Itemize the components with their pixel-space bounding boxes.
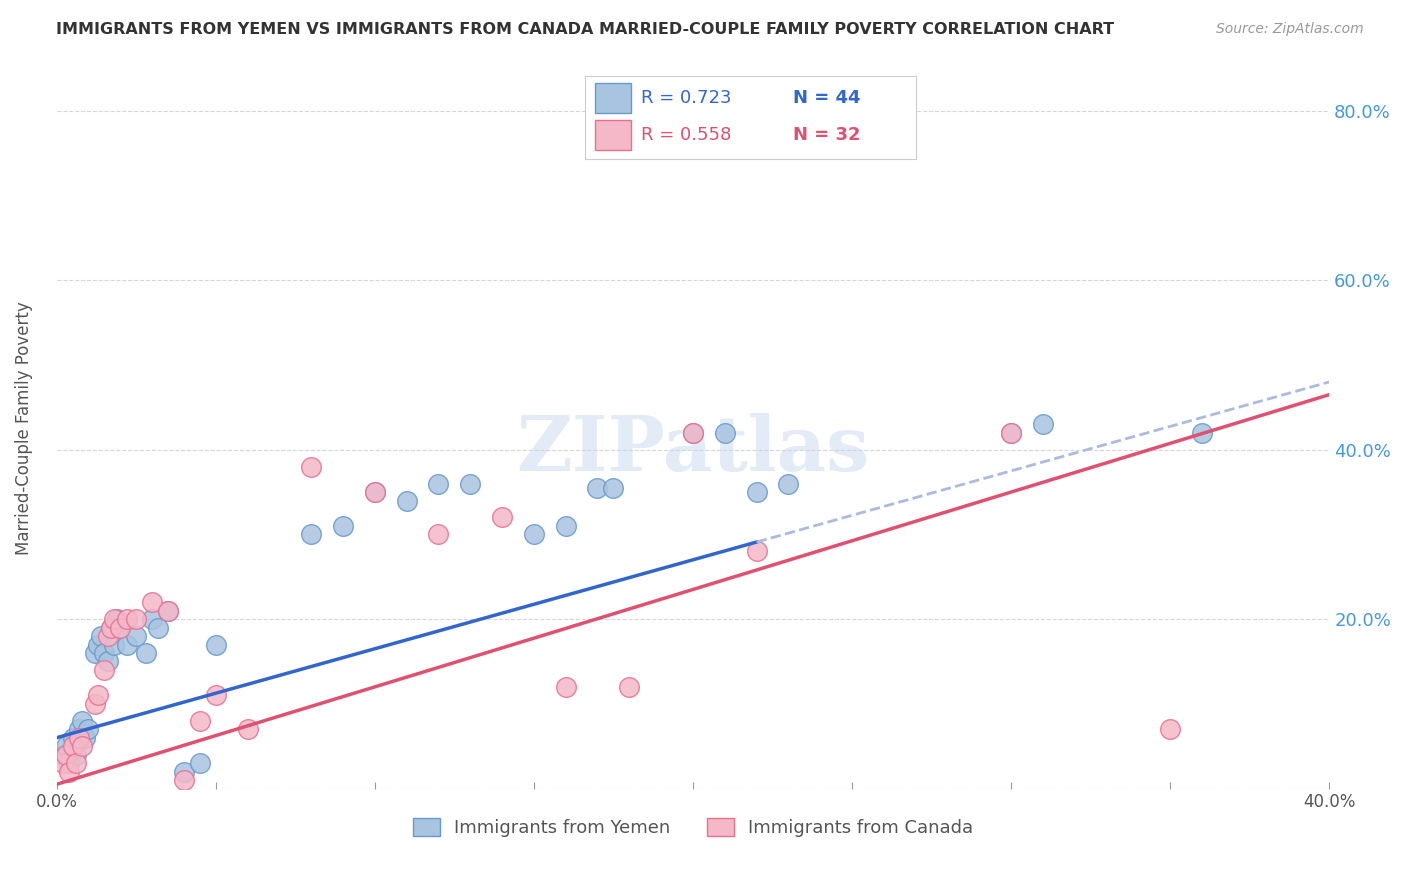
- Point: [299, 459, 322, 474]
- Point: [103, 612, 125, 626]
- Point: [1000, 425, 1022, 440]
- Point: [554, 519, 576, 533]
- Point: [1032, 417, 1054, 432]
- Point: [62, 731, 84, 745]
- Point: [156, 604, 179, 618]
- Point: [93, 663, 115, 677]
- Point: [778, 476, 800, 491]
- Point: [103, 638, 125, 652]
- Point: [491, 510, 513, 524]
- Point: [188, 756, 211, 771]
- Y-axis label: Married-Couple Family Poverty: Married-Couple Family Poverty: [15, 301, 32, 556]
- Point: [65, 747, 87, 762]
- Point: [332, 519, 354, 533]
- Point: [141, 612, 163, 626]
- Point: [156, 604, 179, 618]
- Point: [62, 739, 84, 754]
- Point: [745, 485, 768, 500]
- Point: [745, 544, 768, 558]
- Text: IMMIGRANTS FROM YEMEN VS IMMIGRANTS FROM CANADA MARRIED-COUPLE FAMILY POVERTY CO: IMMIGRANTS FROM YEMEN VS IMMIGRANTS FROM…: [56, 22, 1115, 37]
- Point: [1159, 723, 1181, 737]
- Point: [1191, 425, 1213, 440]
- Point: [96, 655, 118, 669]
- Point: [135, 646, 157, 660]
- Point: [55, 739, 77, 754]
- Point: [173, 773, 195, 788]
- Point: [96, 629, 118, 643]
- Point: [713, 425, 735, 440]
- Text: Source: ZipAtlas.com: Source: ZipAtlas.com: [1216, 22, 1364, 37]
- Point: [100, 621, 122, 635]
- Text: ZIPatlas: ZIPatlas: [516, 413, 869, 487]
- Point: [67, 723, 90, 737]
- Point: [204, 689, 226, 703]
- Point: [105, 612, 128, 626]
- Point: [523, 527, 546, 541]
- Point: [586, 481, 609, 495]
- Point: [619, 680, 641, 694]
- Point: [75, 731, 97, 745]
- Point: [204, 638, 226, 652]
- Point: [110, 621, 132, 635]
- Point: [1000, 425, 1022, 440]
- Point: [87, 638, 110, 652]
- Point: [65, 756, 87, 771]
- Point: [173, 764, 195, 779]
- Point: [602, 481, 624, 495]
- Point: [55, 747, 77, 762]
- Point: [236, 723, 259, 737]
- Point: [125, 629, 148, 643]
- Point: [299, 527, 322, 541]
- Point: [682, 425, 704, 440]
- Point: [115, 612, 138, 626]
- Point: [77, 723, 100, 737]
- Point: [58, 764, 80, 779]
- Point: [83, 697, 105, 711]
- Point: [427, 527, 450, 541]
- Point: [52, 747, 75, 762]
- Point: [100, 621, 122, 635]
- Point: [90, 629, 112, 643]
- Point: [70, 739, 93, 754]
- Point: [110, 621, 132, 635]
- Point: [115, 638, 138, 652]
- Point: [87, 689, 110, 703]
- Point: [427, 476, 450, 491]
- Point: [458, 476, 481, 491]
- Point: [554, 680, 576, 694]
- Point: [58, 756, 80, 771]
- Point: [141, 595, 163, 609]
- Point: [395, 493, 418, 508]
- Point: [682, 425, 704, 440]
- Point: [67, 731, 90, 745]
- Point: [364, 485, 387, 500]
- Point: [93, 646, 115, 660]
- Point: [188, 714, 211, 728]
- Point: [148, 621, 170, 635]
- Point: [52, 756, 75, 771]
- Legend: Immigrants from Yemen, Immigrants from Canada: Immigrants from Yemen, Immigrants from C…: [405, 811, 980, 845]
- Point: [364, 485, 387, 500]
- Point: [125, 612, 148, 626]
- Point: [70, 714, 93, 728]
- Point: [83, 646, 105, 660]
